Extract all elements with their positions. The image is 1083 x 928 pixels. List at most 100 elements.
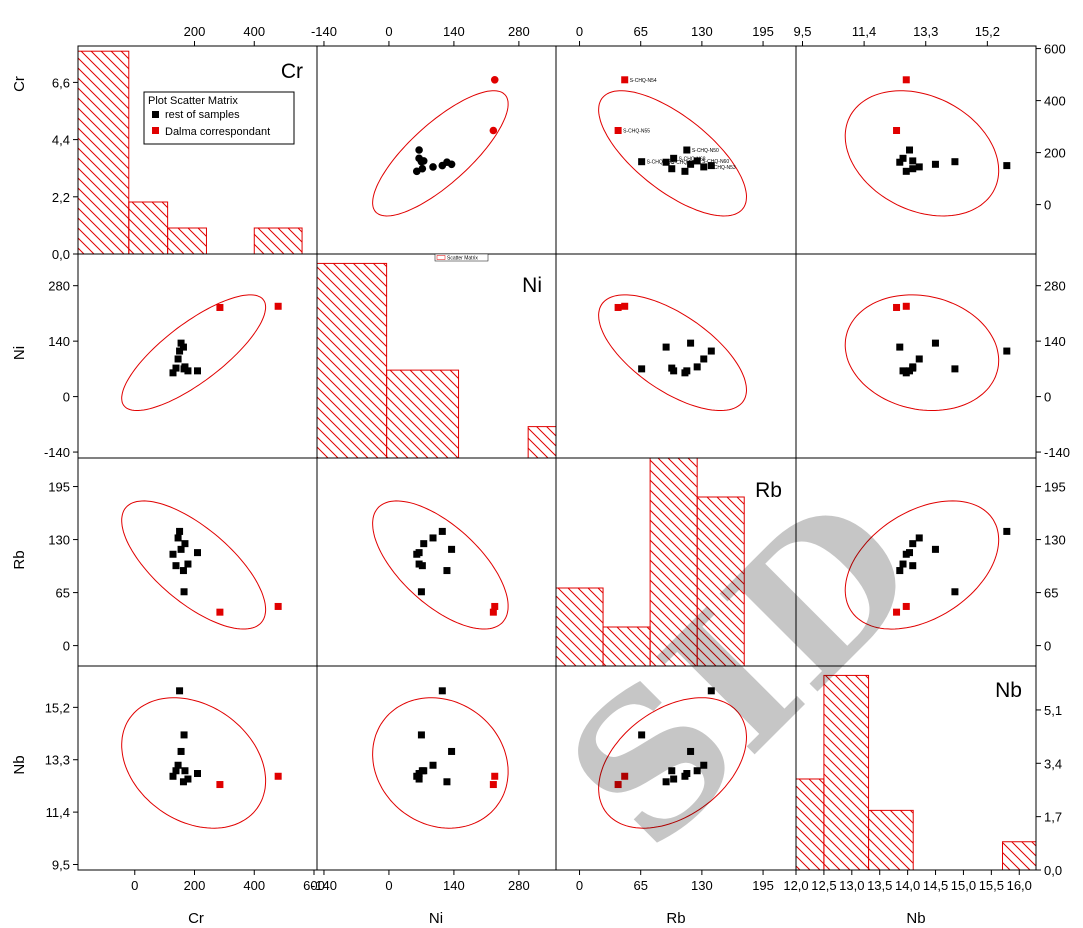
tick-label-right: 130 xyxy=(1044,533,1066,548)
hist-bar-nb xyxy=(1002,841,1036,870)
point-sample-ni-cr xyxy=(418,164,427,173)
tick-label-bottom: 13,0 xyxy=(839,878,864,893)
tick-label-bottom: 200 xyxy=(184,878,206,893)
tick-label-bottom: -140 xyxy=(311,878,337,893)
point-sample-ni-nb xyxy=(415,770,423,778)
y-axis-label-rb: Rb xyxy=(11,550,28,569)
hist-bar-rb xyxy=(649,458,698,666)
point-sample-ni-rb xyxy=(443,567,451,575)
hist-bar-cr xyxy=(128,201,169,254)
ellipse-ni-nb xyxy=(372,697,509,829)
mini-legend-swatch xyxy=(436,255,446,260)
mini-legend-label: Scatter Matrix xyxy=(447,256,478,262)
tick-label-bottom: 13,5 xyxy=(867,878,892,893)
hist-bar-nb xyxy=(796,778,825,870)
tick-label-right: 280 xyxy=(1044,279,1066,294)
point-sample-nb-rb xyxy=(906,549,914,557)
ellipse-rb-cr xyxy=(598,90,748,217)
x-axis-label-nb: Nb xyxy=(906,910,925,927)
point-sample-cr-rb xyxy=(180,588,188,596)
point-sample-rb-cr xyxy=(638,158,646,166)
point-sample-nb-rb xyxy=(909,540,917,548)
point-sample-cr-nb xyxy=(177,747,185,755)
point-sample-nb-cr xyxy=(899,154,907,162)
tick-label-right: 0 xyxy=(1044,198,1051,213)
tick-label-right: 600 xyxy=(1044,42,1066,57)
tick-label-right: 195 xyxy=(1044,480,1066,495)
tick-label-right: 3,4 xyxy=(1044,756,1062,771)
point-sample-rb-nb xyxy=(638,731,646,739)
point-sample-cr-ni xyxy=(177,339,185,347)
point-sample-ni-rb xyxy=(415,549,423,557)
point-sample-cr-ni xyxy=(176,347,184,355)
x-axis-label-cr: Cr xyxy=(188,910,204,927)
point-sample-cr-nb xyxy=(174,761,182,769)
point-sample-nb-cr xyxy=(915,163,923,171)
point-sample-ni-nb xyxy=(448,747,456,755)
ellipse-layer xyxy=(121,90,1000,829)
point-sample-nb-ni xyxy=(899,367,907,375)
point-sample-ni-rb xyxy=(448,545,456,553)
point-sample-rb-ni xyxy=(700,355,708,363)
point-sample-nb-ni xyxy=(915,355,923,363)
ellipse-cr-rb xyxy=(121,500,267,630)
point-sample-cr-rb xyxy=(174,534,182,542)
tick-label-right: 200 xyxy=(1044,146,1066,161)
diag-title-nb: Nb xyxy=(995,679,1022,702)
point-label: S-CHQ-N60 xyxy=(702,159,729,165)
mini-legend: Scatter Matrix xyxy=(434,253,489,262)
point-label: S-CHQ-N67 xyxy=(671,160,698,166)
tick-label-top: 200 xyxy=(184,24,206,39)
point-sample-ni-cr xyxy=(415,146,423,154)
point-sample-ni-rb xyxy=(417,588,425,596)
point-sample-cr-rb xyxy=(194,549,201,557)
point-sample-rb-ni xyxy=(683,367,691,375)
point-dalma-nb-cr xyxy=(893,127,901,134)
tick-label-left: 4,4 xyxy=(52,133,70,148)
tick-label-bottom: 15,5 xyxy=(979,878,1004,893)
point-dalma-nb-ni xyxy=(902,302,910,310)
tick-label-left: 6,6 xyxy=(52,75,70,90)
tick-label-bottom: 15,0 xyxy=(951,878,976,893)
tick-label-left: 0 xyxy=(63,390,70,405)
tick-label-bottom: 65 xyxy=(633,878,647,893)
ticks-layer: 0 200 400 600-140 0 140 280 0 65 130 195 12,0 12,5 13… xyxy=(44,24,1070,893)
hist-bar-rb xyxy=(696,496,745,666)
point-sample-ni-rb xyxy=(429,534,437,542)
point-dalma-rb-ni xyxy=(614,303,622,311)
point-dalma-ni-nb xyxy=(491,772,499,780)
point-sample-nb-cr xyxy=(1003,162,1011,170)
point-sample-cr-nb xyxy=(172,767,180,775)
mini-legend-box xyxy=(434,253,489,262)
point-sample-cr-nb xyxy=(184,775,192,783)
tick-label-right: -140 xyxy=(1044,445,1070,460)
point-sample-rb-nb xyxy=(670,775,678,783)
point-sample-rb-cr xyxy=(683,146,691,154)
point-sample-nb-cr xyxy=(931,160,939,168)
tick-label-top: 9,5 xyxy=(793,24,811,39)
tick-label-bottom: 600 xyxy=(303,878,325,893)
point-dalma-rb-cr xyxy=(614,127,622,134)
point-sample-ni-nb xyxy=(438,687,446,695)
point-sample-rb-nb xyxy=(707,687,715,695)
point-sample-ni-rb xyxy=(438,527,446,535)
point-dalma-cr-nb xyxy=(274,772,282,780)
point-dalma-rb-cr xyxy=(621,76,629,84)
hist-bar-ni xyxy=(317,262,388,458)
tick-label-top: 400 xyxy=(243,24,265,39)
point-dalma-rb-ni xyxy=(621,302,629,310)
point-sample-rb-ni xyxy=(707,347,715,355)
x-axis-label-ni: Ni xyxy=(429,910,443,927)
tick-label-left: 280 xyxy=(48,279,70,294)
tick-label-top: 280 xyxy=(508,24,530,39)
point-label: S-CHQ-N50 xyxy=(692,148,719,154)
x-axis-label-rb: Rb xyxy=(666,910,685,927)
tick-label-bottom: 400 xyxy=(243,878,265,893)
point-label: S-CHQ-N52 xyxy=(647,160,674,166)
point-dalma-ni-rb xyxy=(491,602,499,610)
hist-bar-rb xyxy=(602,626,651,666)
hist-bar-cr xyxy=(253,227,303,254)
tick-label-left: 195 xyxy=(48,480,70,495)
